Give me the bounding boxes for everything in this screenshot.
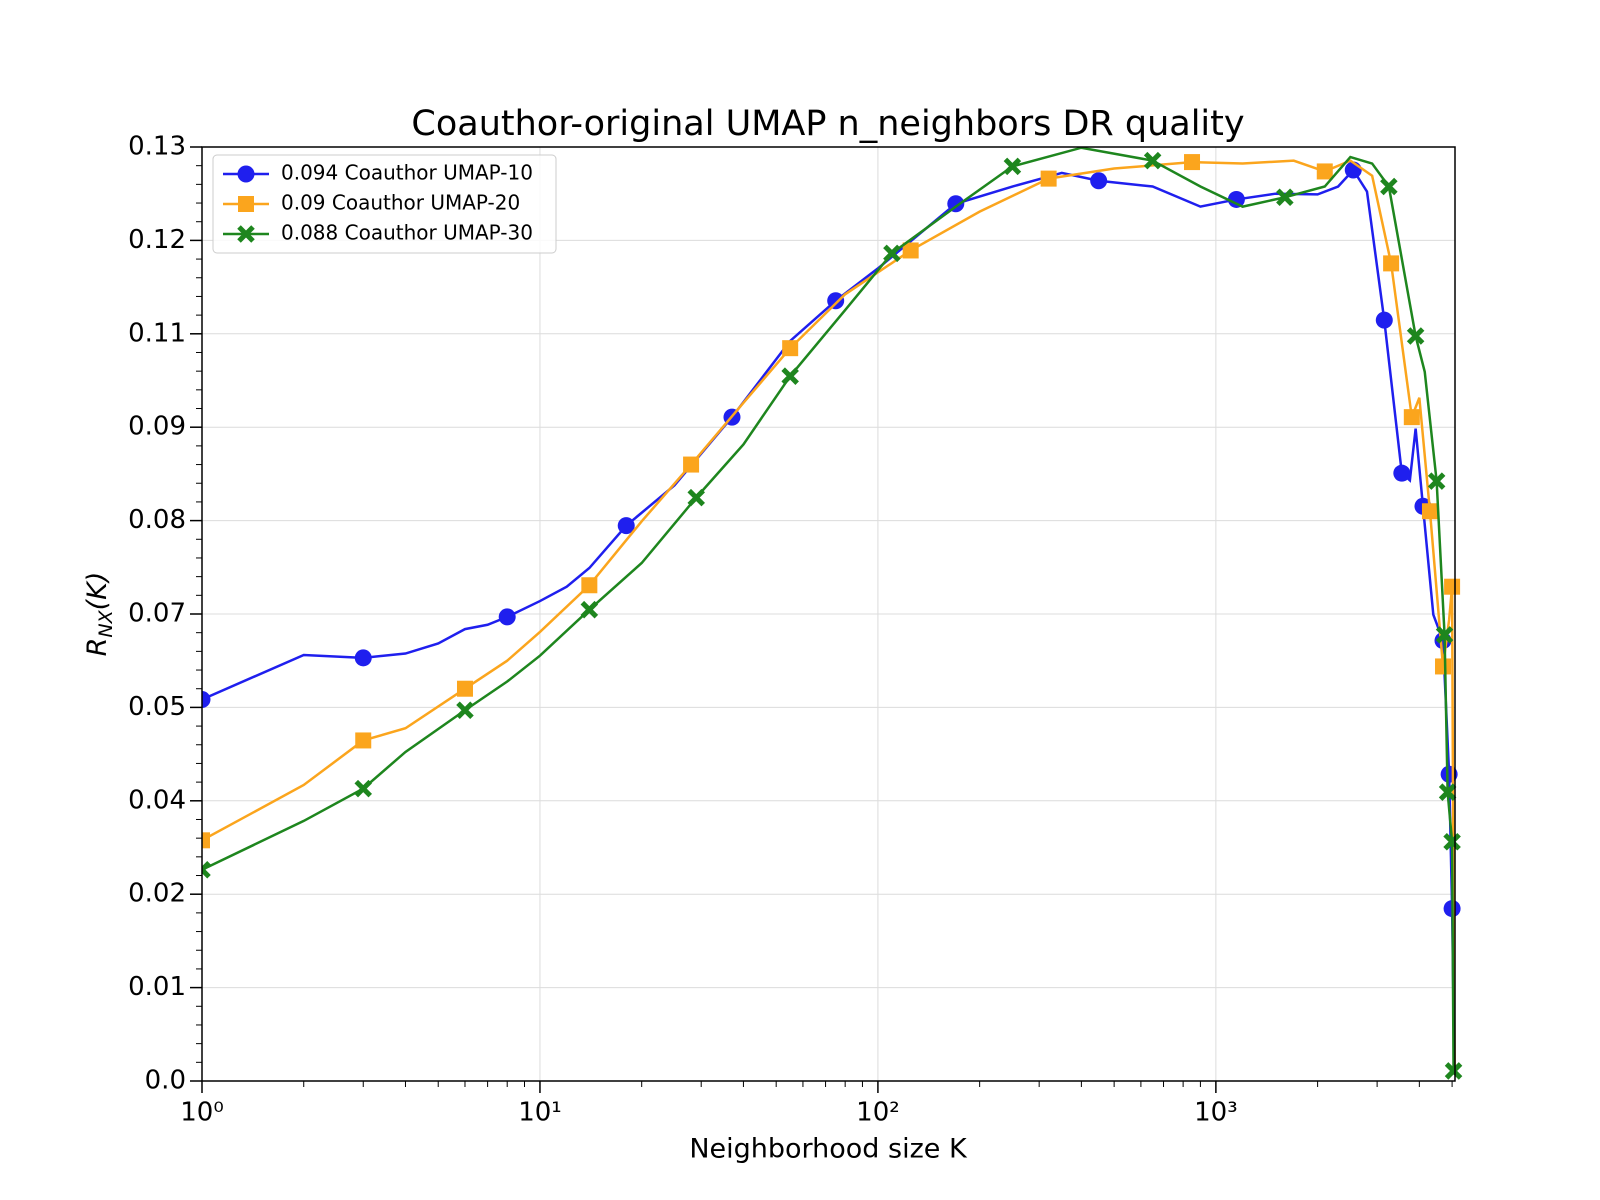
marker bbox=[782, 340, 799, 357]
marker bbox=[202, 832, 210, 849]
marker bbox=[1143, 151, 1162, 170]
marker bbox=[1444, 1062, 1463, 1080]
x-tick-label: 10³ bbox=[1194, 1098, 1238, 1128]
x-tick-label: 10¹ bbox=[518, 1098, 562, 1128]
y-tick-label: 0.05 bbox=[128, 692, 186, 722]
marker bbox=[1438, 783, 1457, 801]
marker bbox=[1227, 190, 1245, 208]
marker bbox=[1427, 472, 1446, 490]
legend-marker bbox=[237, 225, 255, 243]
x-axis-label: Neighborhood size K bbox=[689, 1134, 968, 1165]
legend-label: 0.09 Coauthor UMAP-20 bbox=[281, 191, 520, 215]
marker bbox=[202, 861, 211, 879]
marker bbox=[498, 608, 516, 626]
series-line bbox=[202, 167, 1456, 1074]
y-tick-label: 0.12 bbox=[128, 225, 186, 255]
marker bbox=[1276, 188, 1294, 207]
marker bbox=[781, 367, 799, 385]
y-tick-label: 0.11 bbox=[128, 318, 186, 348]
marker bbox=[354, 649, 372, 667]
marker bbox=[456, 701, 474, 720]
chart-title: Coauthor-original UMAP n_neighbors DR qu… bbox=[411, 104, 1244, 144]
marker bbox=[1375, 311, 1393, 329]
plot-area bbox=[202, 146, 1463, 1080]
y-label-arg: (K) bbox=[82, 572, 113, 611]
marker bbox=[580, 600, 599, 619]
marker bbox=[1406, 327, 1425, 345]
marker bbox=[1443, 832, 1461, 851]
marker bbox=[1316, 163, 1333, 180]
legend-label: 0.094 Coauthor UMAP-10 bbox=[281, 161, 533, 185]
legend-box bbox=[212, 154, 557, 254]
y-label-sub: NX bbox=[95, 609, 117, 637]
marker bbox=[581, 577, 598, 594]
marker bbox=[1090, 172, 1108, 190]
legend-label: 0.088 Coauthor UMAP-30 bbox=[281, 221, 533, 245]
marker bbox=[947, 195, 965, 213]
y-axis-label: RNX(K) bbox=[82, 572, 117, 657]
marker bbox=[1421, 503, 1438, 520]
marker bbox=[1040, 170, 1057, 187]
marker bbox=[1403, 409, 1420, 426]
legend-marker bbox=[237, 165, 255, 183]
marker bbox=[617, 517, 635, 535]
plot-frame bbox=[201, 146, 1456, 1082]
y-tick-label: 0.07 bbox=[128, 599, 186, 629]
marker bbox=[202, 690, 211, 708]
marker bbox=[1435, 658, 1452, 675]
y-tick-label: 0.08 bbox=[128, 505, 186, 535]
marker bbox=[456, 680, 473, 697]
marker bbox=[1184, 154, 1201, 171]
marker bbox=[902, 242, 919, 259]
legend-marker bbox=[238, 196, 254, 212]
marker bbox=[687, 488, 705, 507]
y-tick-label: 0.04 bbox=[128, 785, 186, 815]
marker bbox=[1393, 464, 1411, 482]
y-tick-label: 0.13 bbox=[128, 132, 186, 162]
y-label-base: R bbox=[82, 638, 113, 657]
x-tick-label: 10² bbox=[856, 1098, 900, 1128]
marker bbox=[1003, 157, 1022, 176]
marker bbox=[354, 779, 373, 798]
y-tick-label: 0.09 bbox=[128, 412, 186, 442]
y-tick-label: 0.0 bbox=[145, 1066, 186, 1096]
marker bbox=[683, 456, 700, 473]
marker bbox=[827, 292, 845, 310]
marker bbox=[1380, 177, 1398, 196]
series-line bbox=[202, 146, 1455, 1071]
marker bbox=[1383, 255, 1400, 272]
x-tick-label: 10⁰ bbox=[180, 1098, 224, 1128]
y-tick-label: 0.01 bbox=[128, 972, 186, 1002]
marker bbox=[1444, 578, 1461, 595]
series-line bbox=[202, 159, 1456, 1074]
marker bbox=[355, 732, 372, 749]
y-tick-label: 0.02 bbox=[128, 879, 186, 909]
marker bbox=[883, 244, 901, 263]
marker bbox=[1435, 626, 1454, 644]
